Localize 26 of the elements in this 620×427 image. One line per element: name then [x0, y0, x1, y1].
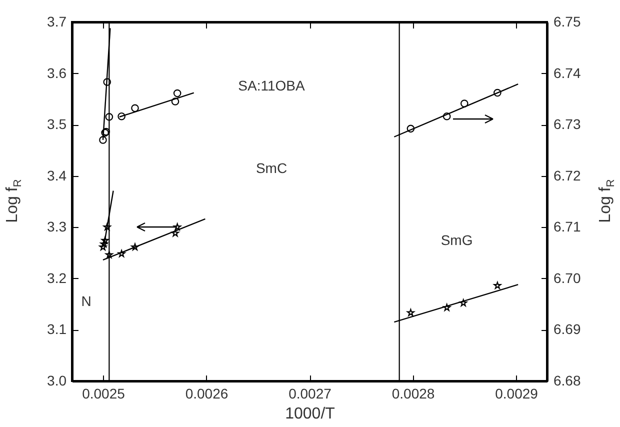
x-axis-title: 1000/T	[285, 406, 336, 422]
x-tick-label: 0.0027	[288, 386, 332, 402]
y2-tick-label: 6.71	[554, 218, 581, 235]
annotation: SmC	[256, 160, 288, 176]
x-tick-label: 0.0026	[185, 386, 228, 402]
y2-tick-label: 6.74	[554, 64, 581, 81]
y-tick-label: 3.3	[47, 218, 67, 235]
annotation: SmG	[440, 232, 473, 248]
y-tick-label: 3.6	[47, 64, 67, 81]
y-tick-label: 3.4	[47, 167, 67, 184]
annotation: N	[81, 293, 92, 310]
y2-tick-label: 6.69	[554, 321, 581, 338]
y-tick-label: 3.5	[47, 116, 67, 132]
x-tick-label: 0.0028	[392, 386, 435, 402]
annotation: SA:11OBA	[238, 78, 306, 94]
y-tick-label: 3.2	[47, 270, 67, 286]
x-tick-label: 0.0025	[82, 386, 126, 402]
y2-tick-label: 6.70	[554, 270, 581, 286]
y-tick-label: 3.0	[47, 372, 67, 388]
y-tick-label: 3.7	[47, 14, 67, 30]
y2-tick-label: 6.73	[554, 116, 581, 132]
y2-tick-label: 6.68	[554, 372, 581, 388]
y2-tick-label: 6.72	[554, 167, 581, 184]
x-tick-label: 0.0029	[495, 386, 538, 402]
y-tick-label: 3.1	[47, 321, 67, 338]
y2-tick-label: 6.75	[554, 14, 581, 30]
